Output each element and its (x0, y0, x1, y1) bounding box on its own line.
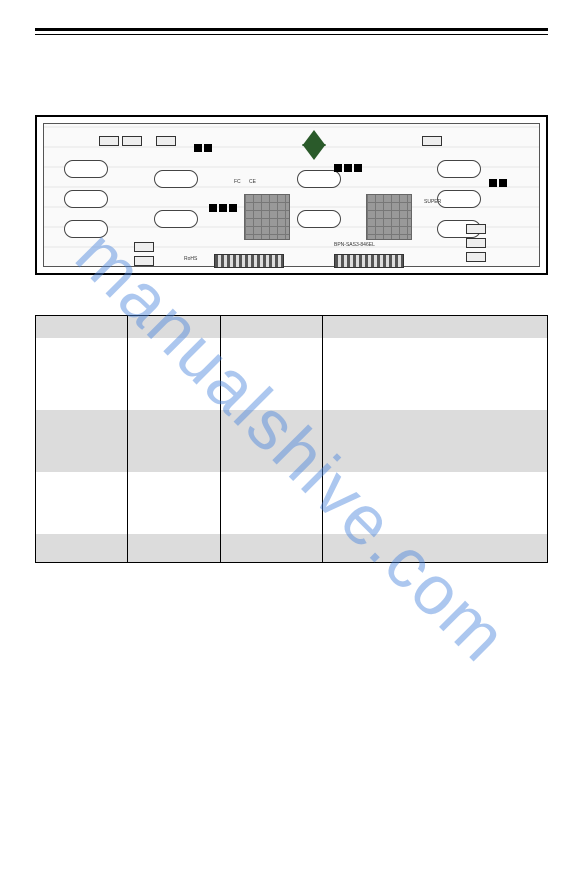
table-cell (35, 338, 127, 410)
header-block (134, 256, 154, 266)
orientation-marker-icon (299, 130, 329, 160)
table-cell (127, 534, 219, 562)
mount-slot (64, 160, 108, 178)
table-header-cell (322, 316, 548, 338)
mount-slot (437, 190, 481, 208)
cert-rohs-label: RoHS (184, 256, 197, 262)
sas-connector-2 (334, 254, 404, 268)
sas-connector-1 (214, 254, 284, 268)
mount-slot (297, 170, 341, 188)
jumper-icon (354, 164, 362, 172)
jumper-icon (334, 164, 342, 172)
cert-fc-label: FC (234, 179, 241, 185)
pcb-board-outline: FC CE RoHS BPN-SAS3-846EL SUPER (35, 115, 548, 275)
table-header-cell (220, 316, 323, 338)
header-gap (35, 35, 548, 115)
mount-slot (154, 170, 198, 188)
table-cell (322, 472, 548, 534)
mount-slot (64, 190, 108, 208)
table-cell (127, 410, 219, 472)
table-row (35, 472, 548, 534)
expander-chip-1 (244, 194, 290, 240)
mount-slot (64, 220, 108, 238)
table-row (35, 338, 548, 410)
jumper-icon (489, 179, 497, 187)
pcb-inner: FC CE RoHS BPN-SAS3-846EL SUPER (43, 123, 540, 267)
header-block (99, 136, 119, 146)
board-model-label: BPN-SAS3-846EL (334, 242, 375, 248)
table-header-cell (35, 316, 127, 338)
header-block (422, 136, 442, 146)
table-cell (35, 472, 127, 534)
page: FC CE RoHS BPN-SAS3-846EL SUPER (0, 0, 583, 891)
table-cell (220, 472, 323, 534)
table-cell (127, 338, 219, 410)
jumper-icon (219, 204, 227, 212)
pcb-diagram: FC CE RoHS BPN-SAS3-846EL SUPER (35, 115, 548, 275)
table-cell (220, 410, 323, 472)
header-block (134, 242, 154, 252)
jumper-icon (344, 164, 352, 172)
header-block (466, 238, 486, 248)
table-cell (322, 410, 548, 472)
mount-slot (437, 160, 481, 178)
header-block (466, 252, 486, 262)
table-cell (220, 338, 323, 410)
header-block (156, 136, 176, 146)
jumper-icon (209, 204, 217, 212)
jumper-icon (204, 144, 212, 152)
header-block (122, 136, 142, 146)
jumper-icon (229, 204, 237, 212)
table-cell (127, 472, 219, 534)
header-rule-top (35, 28, 548, 31)
jumper-icon (194, 144, 202, 152)
table-row (35, 534, 548, 562)
brand-label: SUPER (424, 199, 441, 205)
table-row (35, 410, 548, 472)
cert-ce-label: CE (249, 179, 256, 185)
table-cell (322, 338, 548, 410)
header-block (466, 224, 486, 234)
mount-slot (154, 210, 198, 228)
spec-table (35, 315, 548, 563)
table-cell (35, 410, 127, 472)
table-cell (35, 534, 127, 562)
table-cell (220, 534, 323, 562)
table-cell (322, 534, 548, 562)
jumper-icon (499, 179, 507, 187)
table-header-cell (127, 316, 219, 338)
expander-chip-2 (366, 194, 412, 240)
mount-slot (297, 210, 341, 228)
table-header-row (35, 316, 548, 338)
